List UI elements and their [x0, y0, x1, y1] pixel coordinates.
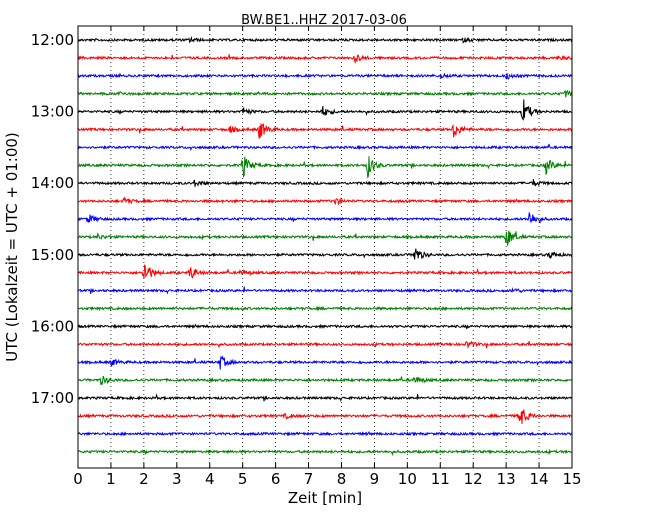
trace-row-1315 — [77, 123, 573, 139]
x-tick-label-7: 7 — [304, 470, 314, 488]
trace-row-1500 — [77, 248, 573, 260]
chart-title: BW.BE1..HHZ 2017-03-06 — [241, 13, 407, 28]
trace-row-1430 — [77, 211, 573, 224]
y-tick-label-1700: 17:00 — [31, 389, 74, 407]
x-tick-label-1: 1 — [106, 470, 116, 488]
y-tick-label-1400: 14:00 — [31, 174, 74, 192]
y-tick-label-1500: 15:00 — [31, 246, 74, 264]
trace-row-1515 — [77, 264, 573, 279]
trace-row-1745 — [77, 448, 572, 457]
y-axis-label: UTC (Lokalzeit = UTC + 01:00) — [3, 132, 21, 362]
x-axis-ticks: 0 1 2 3 4 5 6 7 8 9 10 11 12 13 14 15 — [73, 26, 582, 488]
trace-row-1530 — [77, 286, 573, 295]
y-tick-label-1200: 12:00 — [31, 31, 74, 49]
x-tick-label-0: 0 — [73, 470, 83, 488]
x-tick-label-8: 8 — [337, 470, 347, 488]
trace-row-1230 — [77, 72, 573, 80]
x-tick-label-5: 5 — [238, 470, 248, 488]
x-axis-label: Zeit [min] — [288, 489, 362, 507]
trace-row-1415 — [77, 196, 573, 206]
trace-row-1700 — [77, 393, 573, 402]
trace-row-1245 — [77, 90, 573, 98]
x-tick-label-2: 2 — [139, 470, 149, 488]
x-tick-label-15: 15 — [562, 470, 581, 488]
trace-row-1615 — [77, 340, 573, 349]
x-tick-label-12: 12 — [464, 470, 483, 488]
x-tick-label-13: 13 — [497, 470, 516, 488]
trace-row-1645 — [77, 375, 572, 386]
trace-row-1545 — [77, 305, 573, 312]
trace-row-1400 — [77, 179, 573, 187]
grid-lines — [110, 26, 540, 468]
seismogram-traces — [77, 35, 573, 457]
x-tick-label-6: 6 — [271, 470, 281, 488]
x-tick-label-3: 3 — [172, 470, 182, 488]
trace-row-1630 — [77, 355, 572, 370]
trace-row-1300 — [77, 99, 573, 121]
trace-row-1715 — [77, 409, 573, 425]
trace-row-1600 — [77, 323, 573, 330]
y-tick-label-1600: 16:00 — [31, 317, 74, 335]
trace-row-1200 — [77, 35, 573, 44]
x-tick-label-14: 14 — [530, 470, 549, 488]
y-axis-ticks: 12:00 13:00 14:00 15:00 16:00 17:00 — [31, 31, 83, 407]
trace-row-1215 — [77, 54, 573, 64]
trace-row-1730 — [77, 430, 573, 437]
trace-row-1330 — [77, 143, 573, 152]
trace-row-1445 — [77, 230, 573, 246]
x-tick-label-4: 4 — [205, 470, 215, 488]
trace-row-1345 — [77, 156, 573, 179]
x-tick-label-10: 10 — [398, 470, 417, 488]
plot-frame — [77, 25, 573, 469]
y-tick-label-1300: 13:00 — [31, 103, 74, 121]
x-tick-label-11: 11 — [431, 470, 450, 488]
x-tick-label-9: 9 — [370, 470, 380, 488]
